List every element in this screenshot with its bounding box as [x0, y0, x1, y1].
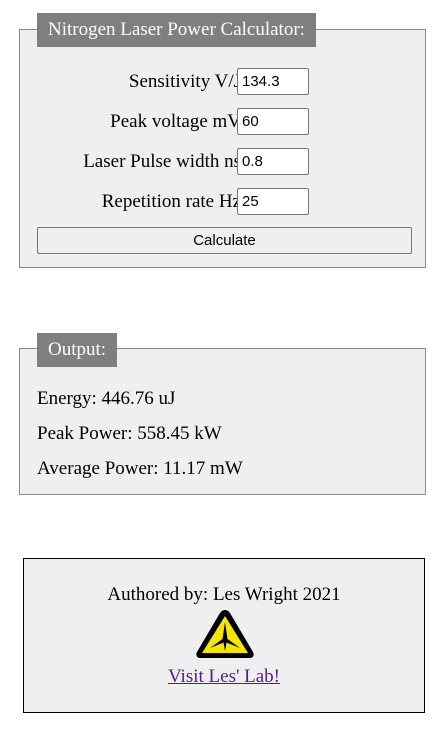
peak-voltage-input[interactable] [237, 108, 309, 135]
output-title: Output: [37, 333, 118, 367]
visit-lab-link[interactable]: Visit Les' Lab! [167, 666, 281, 687]
laser-warning-icon [193, 606, 257, 662]
calculator-panel: Nitrogen Laser Power Calculator: Sensiti… [19, 13, 426, 268]
energy-value: Energy: 446.76 uJ [37, 388, 176, 409]
pulse-width-input[interactable] [237, 148, 309, 175]
average-power-value: Average Power: 11.17 mW [37, 458, 243, 479]
sensitivity-label: Sensitivity V/J [128, 71, 241, 92]
peak-voltage-label: Peak voltage mV [110, 111, 241, 132]
author-panel: Authored by: Les Wright 2021 Visit Les' … [23, 558, 425, 713]
sensitivity-row: Sensitivity V/J [20, 68, 425, 95]
calculate-button[interactable]: Calculate [37, 227, 412, 254]
author-credit: Authored by: Les Wright 2021 [107, 584, 341, 605]
repetition-rate-label: Repetition rate Hz [101, 191, 241, 212]
pulse-width-row: Laser Pulse width ns [20, 148, 425, 175]
sensitivity-input[interactable] [237, 68, 309, 95]
calculator-title: Nitrogen Laser Power Calculator: [37, 13, 316, 47]
repetition-rate-input[interactable] [237, 188, 309, 215]
peak-voltage-row: Peak voltage mV [20, 108, 425, 135]
repetition-rate-row: Repetition rate Hz [20, 188, 425, 215]
peak-power-value: Peak Power: 558.45 kW [37, 423, 222, 444]
pulse-width-label: Laser Pulse width ns [83, 151, 241, 172]
output-panel: Output: Energy: 446.76 uJ Peak Power: 55… [19, 333, 426, 495]
